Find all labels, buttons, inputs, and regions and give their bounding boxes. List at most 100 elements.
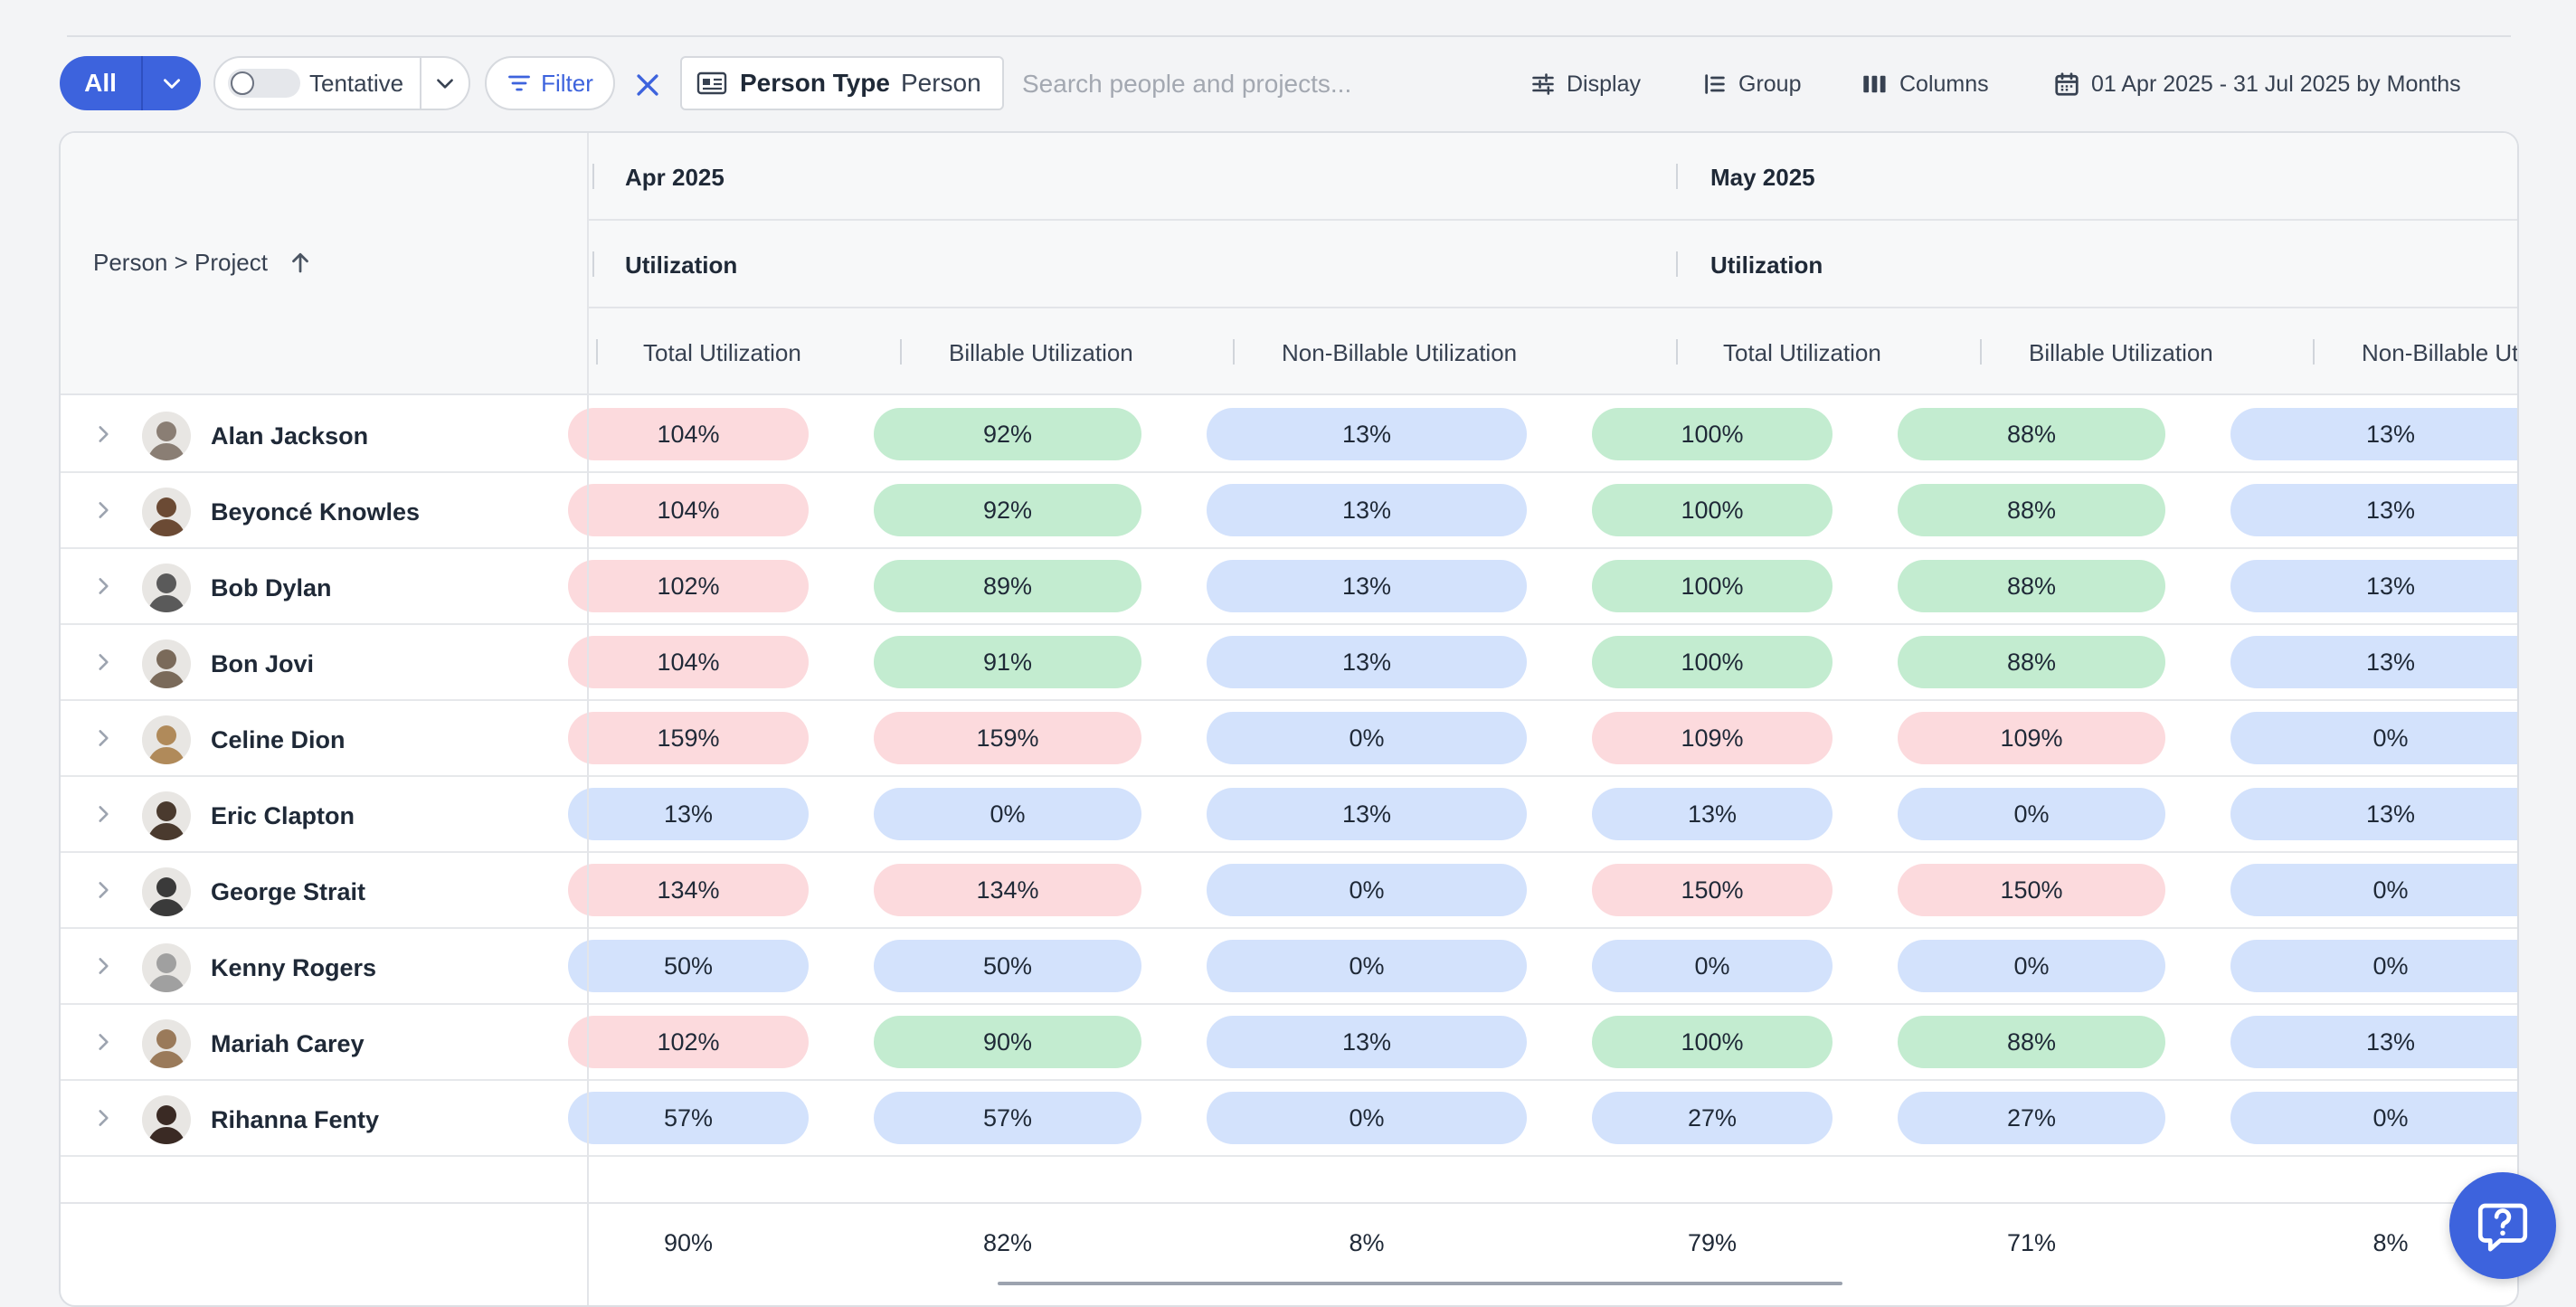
person-type-filter-chip[interactable]: Person Type Person [680,56,1004,110]
utilization-pill[interactable]: 0% [1207,864,1527,916]
table-row[interactable]: Alan Jackson 104% 92% 13% 100% 88% 13% [61,397,2517,473]
column-header-billable-utilization[interactable]: Billable Utilization [949,339,1133,366]
utilization-pill[interactable]: 0% [1207,712,1527,764]
tentative-dropdown-button[interactable] [421,71,469,95]
utilization-pill[interactable]: 13% [1592,788,1833,840]
utilization-pill[interactable]: 27% [1592,1092,1833,1144]
chevron-right-icon[interactable] [91,802,115,826]
utilization-pill[interactable]: 0% [1898,788,2165,840]
utilization-pill[interactable]: 0% [1207,1092,1527,1144]
arrow-up-icon[interactable] [287,249,314,276]
utilization-pill[interactable]: 109% [1898,712,2165,764]
utilization-pill[interactable]: 0% [1898,940,2165,992]
column-header-total-utilization[interactable]: Total Utilization [1723,339,1881,366]
utilization-pill[interactable]: 13% [2230,636,2517,688]
utilization-pill[interactable]: 88% [1898,408,2165,460]
utilization-pill[interactable]: 102% [568,560,809,612]
utilization-pill[interactable]: 88% [1898,560,2165,612]
utilization-pill[interactable]: 0% [2230,864,2517,916]
table-row[interactable]: Mariah Carey 102% 90% 13% 100% 88% 13% [61,1005,2517,1081]
person-name[interactable]: Eric Clapton [211,802,355,829]
person-name[interactable]: Beyoncé Knowles [211,498,421,526]
utilization-pill[interactable]: 13% [1207,560,1527,612]
utilization-pill[interactable]: 13% [1207,636,1527,688]
utilization-pill[interactable]: 109% [1592,712,1833,764]
utilization-pill[interactable]: 13% [568,788,809,840]
person-name[interactable]: Mariah Carey [211,1030,365,1057]
utilization-pill[interactable]: 159% [568,712,809,764]
chevron-right-icon[interactable] [91,422,115,446]
utilization-pill[interactable]: 134% [874,864,1141,916]
group-button[interactable]: Group [1702,60,1801,109]
person-name[interactable]: Kenny Rogers [211,954,377,981]
person-name[interactable]: George Strait [211,878,366,905]
utilization-pill[interactable]: 57% [568,1092,809,1144]
utilization-pill[interactable]: 13% [2230,408,2517,460]
chevron-right-icon[interactable] [91,878,115,902]
table-row[interactable]: Eric Clapton 13% 0% 13% 13% 0% 13% [61,777,2517,853]
utilization-pill[interactable]: 50% [568,940,809,992]
chevron-right-icon[interactable] [91,726,115,750]
tentative-toggle[interactable] [228,69,300,98]
search-input[interactable] [1020,62,1491,107]
columns-button[interactable]: Columns [1861,60,1989,109]
utilization-pill[interactable]: 13% [1207,484,1527,536]
utilization-pill[interactable]: 102% [568,1016,809,1068]
person-name[interactable]: Bon Jovi [211,650,315,677]
utilization-pill[interactable]: 0% [1207,940,1527,992]
utilization-pill[interactable]: 159% [874,712,1141,764]
utilization-pill[interactable]: 92% [874,408,1141,460]
utilization-pill[interactable]: 27% [1898,1092,2165,1144]
utilization-pill[interactable]: 88% [1898,1016,2165,1068]
person-name[interactable]: Celine Dion [211,726,346,753]
utilization-pill[interactable]: 134% [568,864,809,916]
utilization-pill[interactable]: 88% [1898,636,2165,688]
horizontal-scrollbar[interactable] [998,1282,1842,1285]
utilization-pill[interactable]: 89% [874,560,1141,612]
column-header-billable-utilization[interactable]: Billable Utilization [2029,339,2213,366]
chevron-right-icon[interactable] [91,650,115,674]
column-header-non-billable-utilization[interactable]: Non-Billable Utilizati [2362,339,2519,366]
table-row[interactable]: Rihanna Fenty 57% 57% 0% 27% 27% 0% [61,1081,2517,1157]
table-row[interactable]: Celine Dion 159% 159% 0% 109% 109% 0% [61,701,2517,777]
utilization-pill[interactable]: 50% [874,940,1141,992]
person-name[interactable]: Bob Dylan [211,574,332,601]
clear-filters-button[interactable] [630,67,666,103]
date-range-button[interactable]: 01 Apr 2025 - 31 Jul 2025 by Months [2053,60,2461,109]
utilization-pill[interactable]: 104% [568,636,809,688]
utilization-pill[interactable]: 13% [2230,560,2517,612]
utilization-pill[interactable]: 104% [568,484,809,536]
table-row[interactable]: George Strait 134% 134% 0% 150% 150% 0% [61,853,2517,929]
utilization-pill[interactable]: 92% [874,484,1141,536]
utilization-pill[interactable]: 0% [2230,940,2517,992]
table-row[interactable]: Bob Dylan 102% 89% 13% 100% 88% 13% [61,549,2517,625]
table-row[interactable]: Bon Jovi 104% 91% 13% 100% 88% 13% [61,625,2517,701]
chevron-right-icon[interactable] [91,498,115,522]
utilization-pill[interactable]: 100% [1592,636,1833,688]
table-row[interactable]: Kenny Rogers 50% 50% 0% 0% 0% 0% [61,929,2517,1005]
chevron-right-icon[interactable] [91,1030,115,1054]
utilization-pill[interactable]: 0% [2230,712,2517,764]
all-dropdown-button[interactable] [143,71,201,95]
all-button[interactable]: All [84,69,117,97]
filter-button[interactable]: Filter [485,56,615,110]
utilization-pill[interactable]: 88% [1898,484,2165,536]
help-chat-button[interactable] [2449,1172,2556,1279]
chevron-right-icon[interactable] [91,574,115,598]
utilization-pill[interactable]: 0% [1592,940,1833,992]
column-header-total-utilization[interactable]: Total Utilization [643,339,801,366]
utilization-pill[interactable]: 13% [2230,788,2517,840]
table-row[interactable]: Beyoncé Knowles 104% 92% 13% 100% 88% 13% [61,473,2517,549]
utilization-pill[interactable]: 13% [2230,1016,2517,1068]
utilization-pill[interactable]: 13% [1207,788,1527,840]
utilization-pill[interactable]: 0% [874,788,1141,840]
utilization-pill[interactable]: 100% [1592,560,1833,612]
utilization-pill[interactable]: 13% [1207,408,1527,460]
utilization-pill[interactable]: 100% [1592,484,1833,536]
utilization-pill[interactable]: 13% [2230,484,2517,536]
utilization-pill[interactable]: 150% [1898,864,2165,916]
person-name[interactable]: Rihanna Fenty [211,1106,380,1133]
chevron-right-icon[interactable] [91,954,115,978]
utilization-pill[interactable]: 57% [874,1092,1141,1144]
chevron-right-icon[interactable] [91,1106,115,1130]
